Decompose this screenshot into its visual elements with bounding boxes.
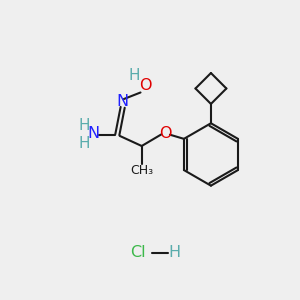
Text: H: H [78, 136, 90, 151]
Text: O: O [159, 126, 172, 141]
Text: H: H [168, 245, 180, 260]
Text: H: H [78, 118, 90, 133]
Text: CH₃: CH₃ [130, 164, 153, 177]
Text: Cl: Cl [130, 245, 145, 260]
Text: N: N [87, 126, 99, 141]
Text: H: H [129, 68, 140, 83]
Text: O: O [139, 78, 152, 93]
Text: N: N [117, 94, 129, 110]
